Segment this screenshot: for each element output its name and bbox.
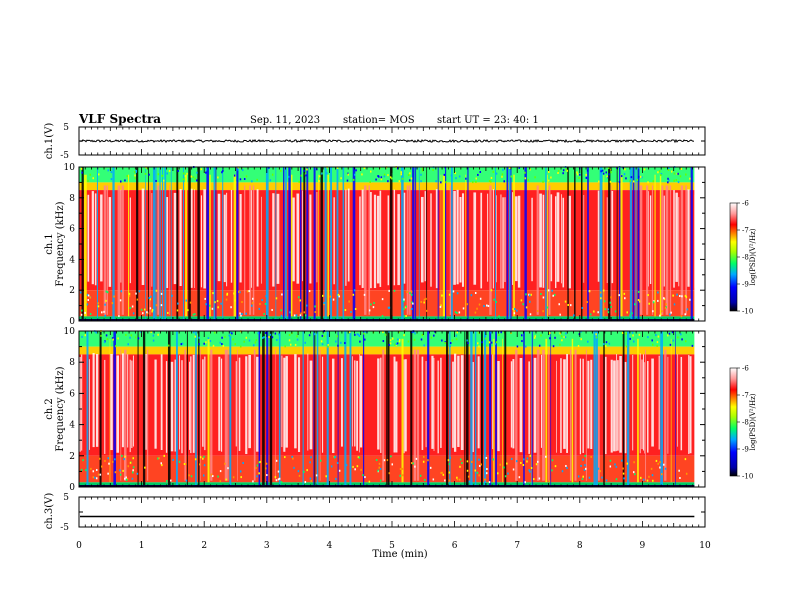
header-date: Sep. 11, 2023 xyxy=(250,115,320,126)
x-tick-label: 3 xyxy=(264,541,270,551)
colorbar-tick-label: -9 xyxy=(742,446,749,454)
x-tick-label: 10 xyxy=(699,541,711,551)
colorbar-tick-label: -7 xyxy=(742,392,749,400)
x-axis-label: Time (min) xyxy=(372,549,427,560)
colorbar-label: log(PSD)(V²/Hz) xyxy=(749,393,757,450)
x-tick-label: 9 xyxy=(640,541,646,551)
colorbar-tick-label: -6 xyxy=(742,200,749,208)
colorbar-tick-label: -10 xyxy=(742,473,753,481)
ch1-waveform-ylabel: ch.1(V) xyxy=(44,123,55,160)
figure-title: VLF Spectra xyxy=(78,112,161,126)
y-tick-label: 0 xyxy=(69,317,75,327)
ch3-waveform-panel: 5-5012345678910 xyxy=(60,493,711,551)
y-tick-label: 5 xyxy=(63,123,69,133)
y-tick-label: 4 xyxy=(69,421,75,431)
colorbar-tick-label: -6 xyxy=(742,365,749,373)
y-tick-label: 2 xyxy=(69,452,75,462)
y-tick-label: 2 xyxy=(69,286,75,296)
ch3-waveform-ylabel: ch.3(V) xyxy=(44,493,55,530)
y-tick-label: 6 xyxy=(69,225,75,235)
colorbar-tick-label: -7 xyxy=(742,227,749,235)
x-tick-label: 8 xyxy=(577,541,583,551)
y-tick-label: 0 xyxy=(69,483,75,493)
x-tick-label: 2 xyxy=(201,541,207,551)
colorbar-tick-label: -8 xyxy=(742,254,749,262)
ch2-spectrogram-ylabel: ch.2Frequency (kHz) xyxy=(44,366,66,451)
x-tick-label: 7 xyxy=(514,541,520,551)
x-tick-label: 6 xyxy=(452,541,458,551)
y-tick-label: -5 xyxy=(60,151,69,161)
colorbar-tick-label: -9 xyxy=(742,281,749,289)
waveform-trace xyxy=(80,140,694,142)
colorbar-label: log(PSD)(V²/Hz) xyxy=(749,228,757,285)
spectrogram-image xyxy=(79,330,694,487)
y-tick-label: 10 xyxy=(64,163,76,173)
y-tick-label: 4 xyxy=(69,255,75,265)
colorbar-tick-label: -10 xyxy=(742,308,753,316)
y-tick-label: 10 xyxy=(64,327,76,337)
y-tick-label: 8 xyxy=(69,358,75,368)
header-station: station= MOS xyxy=(343,115,415,126)
ch1-waveform-panel: 5 -5 xyxy=(60,123,705,161)
y-tick-label: -5 xyxy=(60,523,69,533)
ch1-colorbar: -6 -7 -8 -9 -10 log(PSD)(V²/Hz) xyxy=(730,200,757,316)
ch2-colorbar: -6 -7 -8 -9 -10 log(PSD)(V²/Hz) xyxy=(730,365,757,481)
x-tick-label: 1 xyxy=(139,541,145,551)
y-tick-label: 6 xyxy=(69,389,75,399)
colorbar-gradient xyxy=(730,203,737,311)
colorbar-gradient xyxy=(730,368,737,476)
spectrogram-image xyxy=(79,166,694,321)
y-tick-label: 8 xyxy=(69,194,75,204)
colorbar-tick-label: -8 xyxy=(742,419,749,427)
x-tick-label: 0 xyxy=(76,541,82,551)
ch1-spectrogram-ylabel: ch.1Frequency (kHz) xyxy=(44,201,66,286)
x-tick-label: 4 xyxy=(327,541,333,551)
ch2-spectrogram-panel: 0 2 4 6 8 10 xyxy=(64,327,705,493)
y-tick-label: 5 xyxy=(63,493,69,503)
header-start-ut: start UT = 23: 40: 1 xyxy=(437,115,539,126)
ch1-spectrogram-panel: 0 2 4 6 8 10 xyxy=(64,163,705,327)
